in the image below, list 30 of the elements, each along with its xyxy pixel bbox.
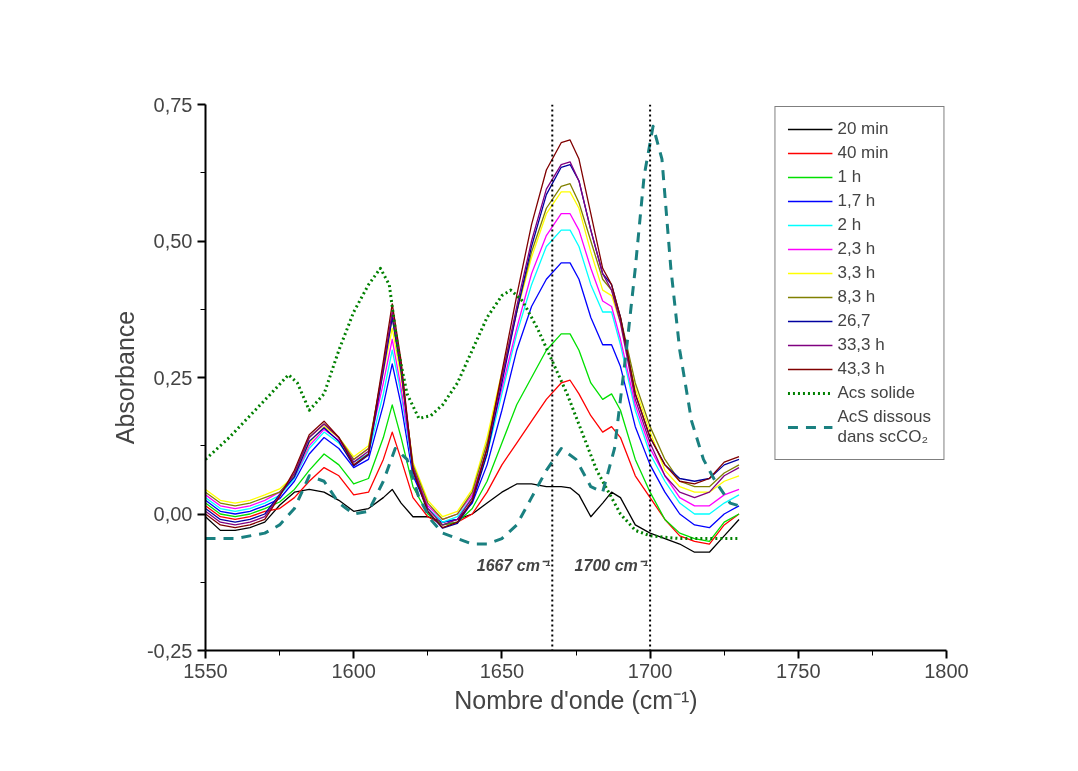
x-tick-label: 1750 bbox=[776, 659, 821, 682]
y-tick-label: 0,00 bbox=[153, 503, 193, 525]
y-axis-title: Absorbance bbox=[110, 310, 139, 445]
legend-label: 8,3 h bbox=[837, 287, 876, 307]
legend-label: Acs solide bbox=[837, 383, 915, 403]
y-tick-label: 0,50 bbox=[153, 230, 193, 252]
legend-label: 20 min bbox=[837, 119, 889, 139]
legend-label: 43,3 h bbox=[837, 359, 885, 379]
x-tick-label: 1650 bbox=[479, 659, 525, 682]
y-tick-label: 0,75 bbox=[153, 93, 193, 116]
legend-label: 3,3 h bbox=[837, 263, 876, 283]
x-tick-label: 1800 bbox=[924, 659, 969, 682]
line-series bbox=[205, 379, 740, 545]
x-tick-label: 1550 bbox=[183, 659, 228, 682]
legend-label: 40 min bbox=[837, 143, 889, 163]
y-tick-label: -0,25 bbox=[146, 639, 193, 662]
legend-label: 2,3 h bbox=[837, 239, 876, 259]
y-tick-label: 0,25 bbox=[153, 366, 193, 389]
ref-line-label: 1700 cm⁻¹ bbox=[574, 557, 649, 575]
legend-label: 26,7 bbox=[837, 311, 871, 331]
legend-label: 1 h bbox=[837, 167, 862, 187]
legend-label: 1,7 h bbox=[837, 191, 876, 211]
x-tick-label: 1700 bbox=[627, 659, 673, 682]
x-axis-title: Nombre d'onde (cm⁻¹) bbox=[454, 685, 698, 714]
line-series bbox=[205, 333, 740, 542]
ref-line-label: 1667 cm⁻¹ bbox=[476, 557, 551, 575]
legend-label: 2 h bbox=[837, 215, 862, 235]
legend-label: 33,3 h bbox=[837, 335, 885, 355]
x-tick-label: 1600 bbox=[331, 659, 376, 682]
legend-label: AcS dissous dans scCO₂ bbox=[837, 407, 931, 447]
